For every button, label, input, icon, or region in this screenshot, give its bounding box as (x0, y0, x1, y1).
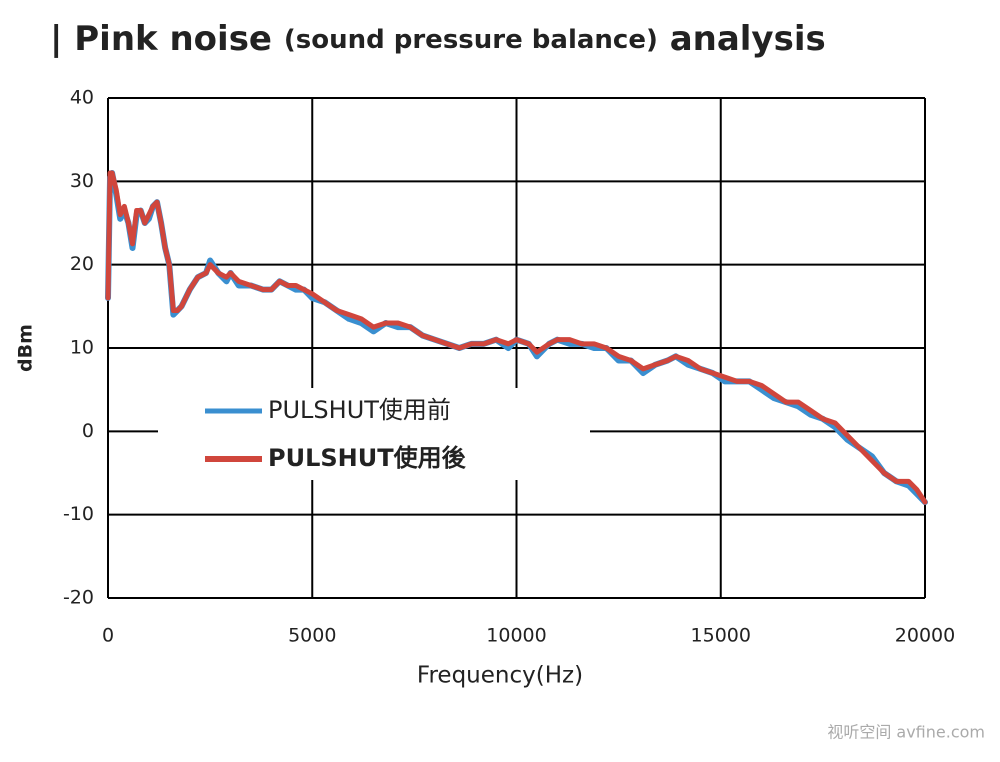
title-part: analysis (670, 19, 826, 59)
title-part: | Pink noise (50, 19, 272, 59)
y-tick-label: 20 (70, 253, 94, 275)
plot-area: -20 -10 0 10 20 30 40 0 5000 10000 15000 20000 (63, 87, 955, 647)
y-tick-label: 0 (82, 420, 94, 442)
x-tick-label: 5000 (288, 625, 336, 647)
y-tick-label: -20 (63, 587, 94, 609)
x-tick-label: 10000 (486, 625, 546, 647)
x-axis-label: Frequency(Hz) (417, 663, 583, 689)
title-part: (sound pressure balance) (284, 25, 658, 55)
legend-box (158, 388, 590, 480)
y-axis-label: dBm (15, 324, 37, 372)
y-tick-label: -10 (63, 503, 94, 525)
legend-label: PULSHUT使用前 (268, 396, 451, 424)
y-tick-label: 40 (70, 87, 94, 109)
legend: PULSHUT使用前 PULSHUT使用後 (158, 388, 590, 480)
y-tick-label: 10 (70, 337, 94, 359)
x-tick-label: 20000 (895, 625, 955, 647)
legend-label: PULSHUT使用後 (268, 444, 467, 472)
series-line (105, 170, 928, 505)
watermark: 视听空间 avfine.com (827, 723, 985, 742)
chart-title: | Pink noise (sound pressure balance) an… (50, 19, 826, 59)
x-tick-label: 0 (102, 625, 114, 647)
y-tick-label: 30 (70, 170, 94, 192)
x-tick-label: 15000 (691, 625, 751, 647)
